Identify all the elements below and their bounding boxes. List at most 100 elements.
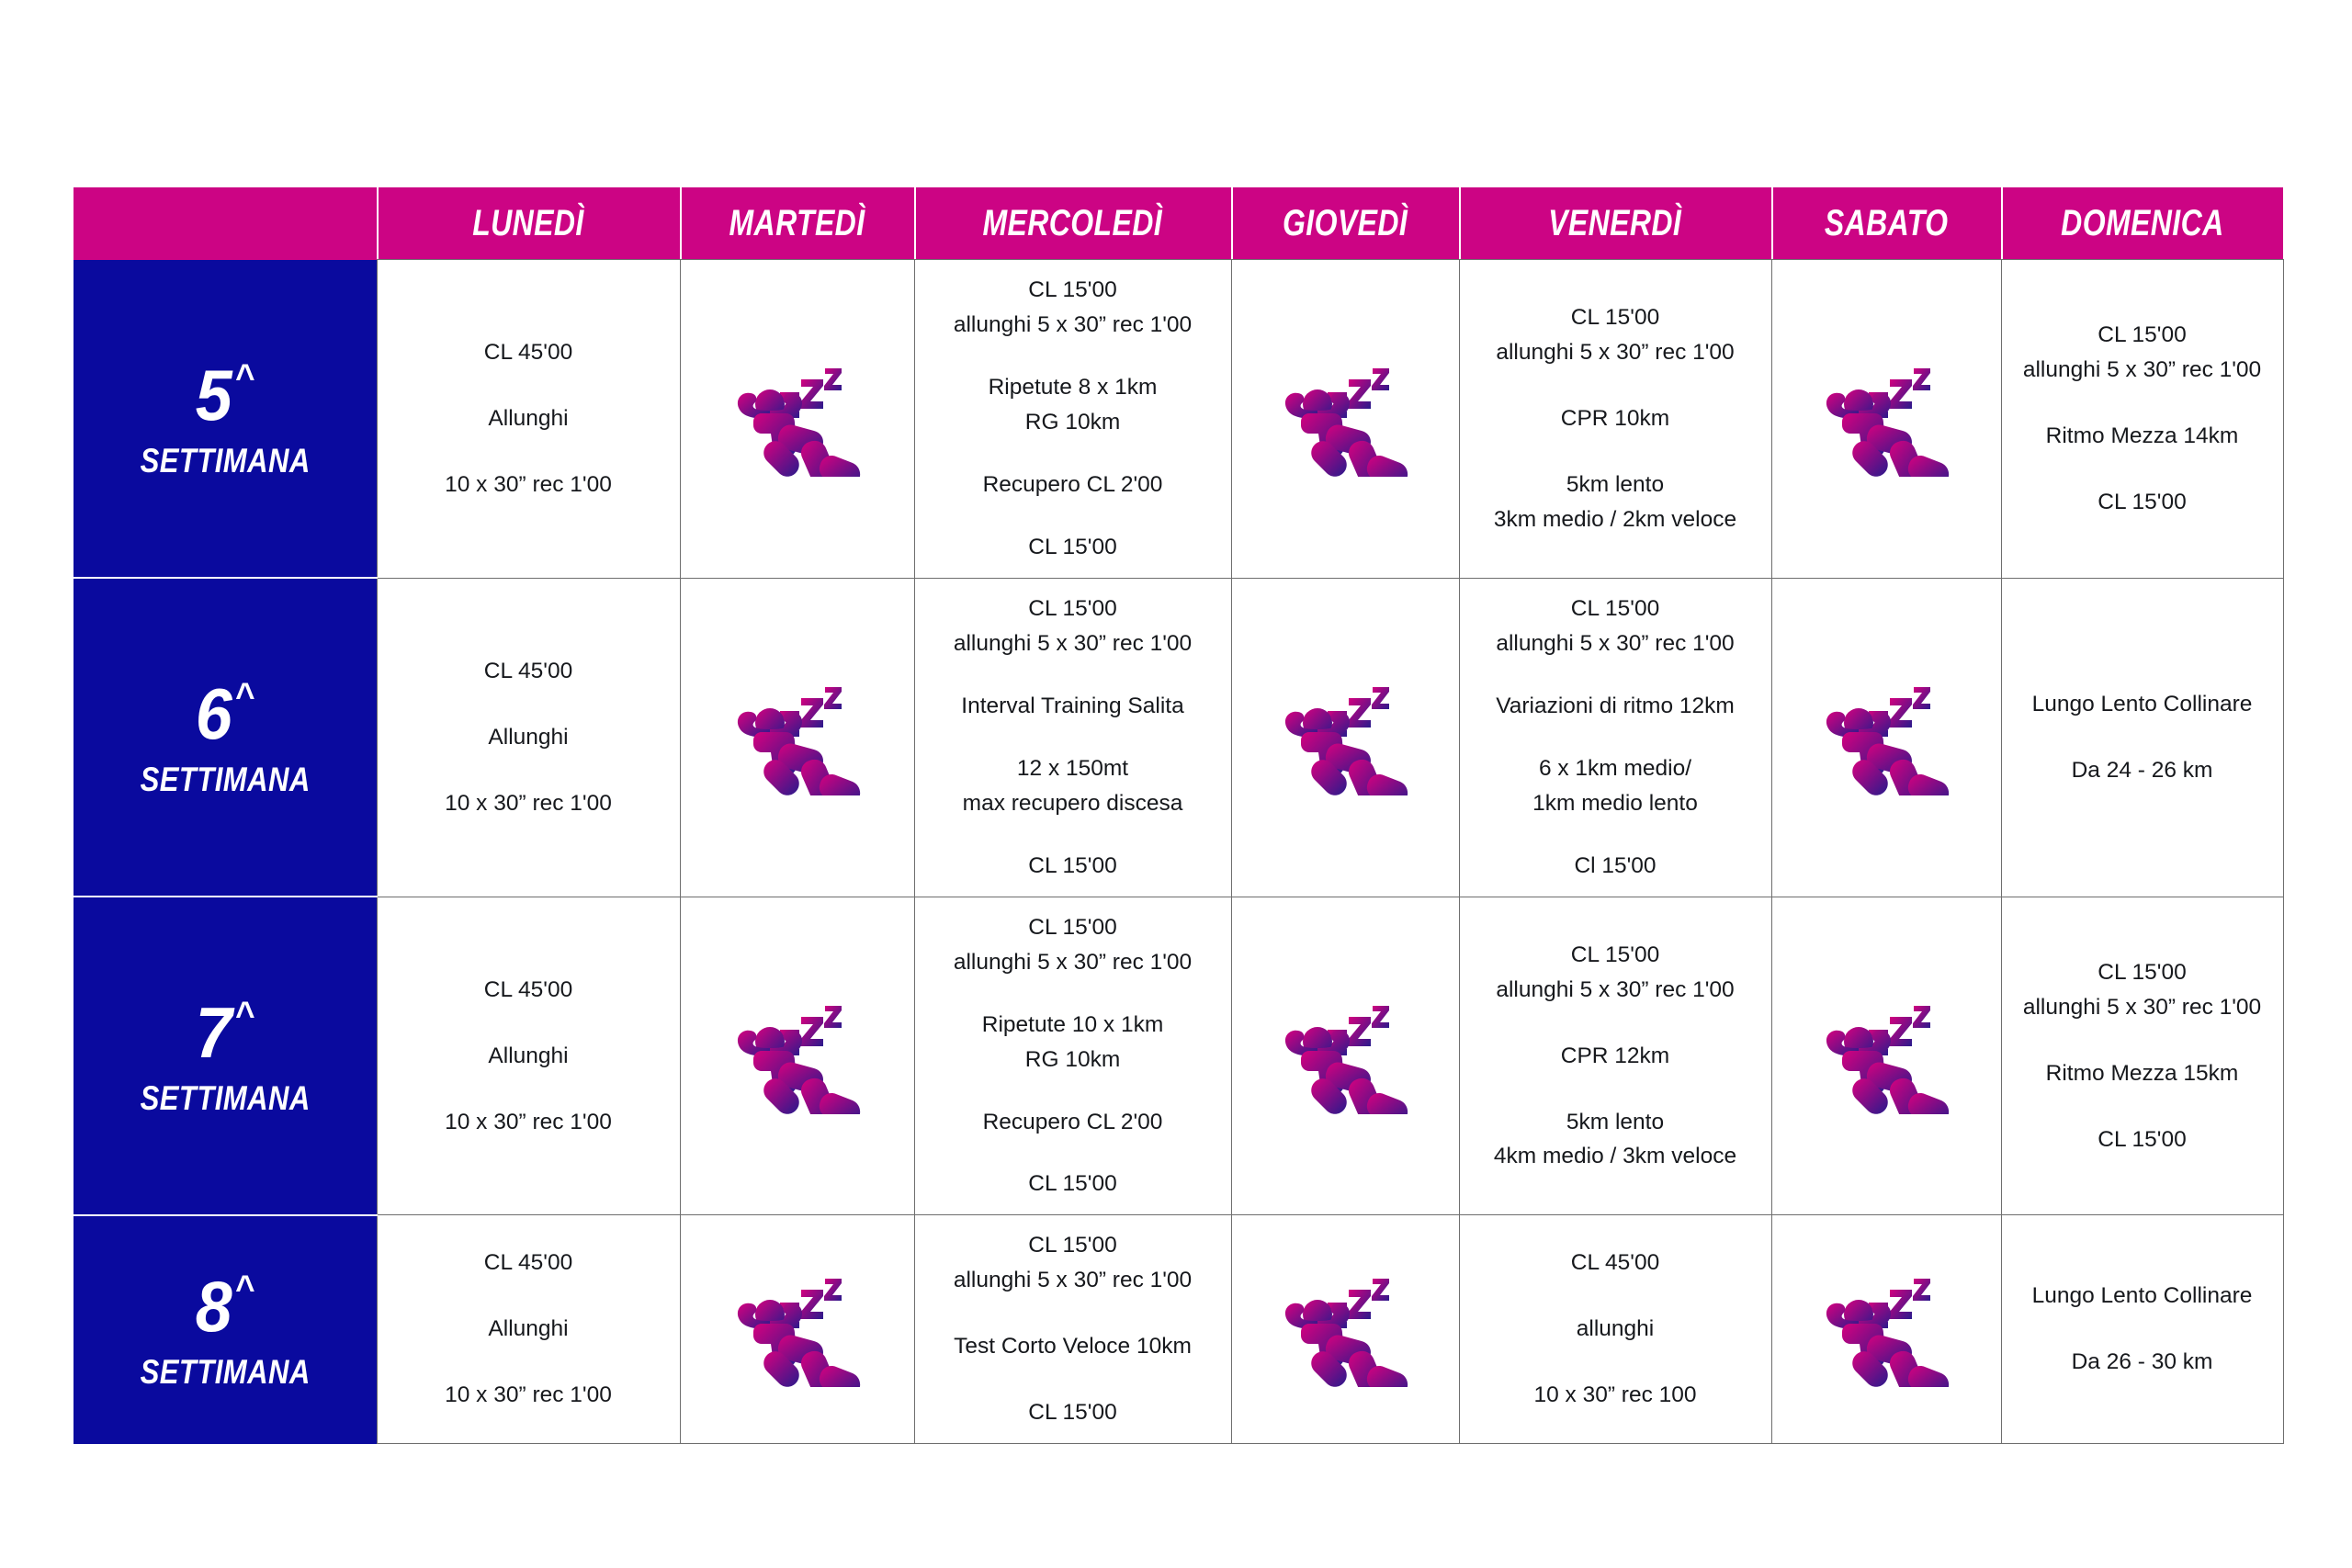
workout-venerdi-week-6-line: Variazioni di ritmo 12km xyxy=(1496,693,1735,718)
workout-lunedi-week-7: CL 45'00 Allunghi 10 x 30” rec 1'00 xyxy=(387,973,671,1140)
week-label-wrap: 6^ SETTIMANA xyxy=(74,678,377,796)
workout-lunedi-week-8-group-2: Allunghi xyxy=(387,1312,671,1347)
sleeping-person-zzz-icon xyxy=(1284,1005,1408,1114)
sleeping-person-zzz-icon xyxy=(1284,1279,1408,1388)
rest-day-cell-martedi-week-6 xyxy=(679,577,915,897)
workout-domenica-week-8-line: Da 26 - 30 km xyxy=(2071,1349,2213,1375)
workout-venerdi-week-5-line: 5km lento xyxy=(1566,471,1665,497)
workout-domenica-week-6-line: Da 24 - 26 km xyxy=(2071,757,2213,783)
workout-lunedi-week-6-group-1: CL 45'00 xyxy=(387,654,671,689)
workout-mercoledi-week-5-line: CL 15'00 xyxy=(1028,534,1117,559)
workout-mercoledi-week-7-group-4: CL 15'00 xyxy=(924,1167,1222,1201)
workout-mercoledi-week-7-line: RG 10km xyxy=(1024,1046,1121,1072)
workout-mercoledi-week-7-line: CL 15'00 xyxy=(1028,1171,1117,1197)
week-label-wrap: 7^ SETTIMANA xyxy=(74,997,377,1115)
header-mercoledi-label: MERCOLEDÌ xyxy=(982,202,1163,243)
week-caret: ^ xyxy=(234,676,256,717)
week-number: 5^ xyxy=(196,354,256,435)
workout-lunedi-week-5-line: 10 x 30” rec 1'00 xyxy=(445,471,612,497)
workout-lunedi-week-5-group-1: CL 45'00 xyxy=(387,335,671,370)
sleeping-person-zzz-icon xyxy=(737,1005,860,1114)
week-label-wrap: 5^ SETTIMANA xyxy=(74,359,377,478)
workout-domenica-week-8: Lungo Lento Collinare Da 26 - 30 km xyxy=(2011,1279,2274,1380)
workout-cell-mercoledi-week-8: CL 15'00 allunghi 5 x 30” rec 1'00 Test Co… xyxy=(913,1214,1232,1445)
workout-venerdi-week-5-group-2: CPR 10km xyxy=(1469,401,1762,436)
workout-lunedi-week-7-group-1: CL 45'00 xyxy=(387,973,671,1008)
workout-venerdi-week-6-line: 6 x 1km medio/ xyxy=(1538,755,1692,781)
workout-mercoledi-week-6-line: max recupero discesa xyxy=(962,790,1183,816)
week-number: 8^ xyxy=(196,1266,256,1348)
workout-cell-venerdi-week-7: CL 15'00 allunghi 5 x 30” rec 1'00 CPR 12k… xyxy=(1458,896,1772,1216)
workout-lunedi-week-7-group-2: Allunghi xyxy=(387,1039,671,1074)
header-lunedi: LUNEDÌ xyxy=(377,187,680,260)
workout-domenica-week-8-group-1: Lungo Lento Collinare xyxy=(2011,1279,2274,1314)
workout-domenica-week-7: CL 15'00 allunghi 5 x 30” rec 1'00 Ritmo M… xyxy=(2011,955,2274,1157)
workout-lunedi-week-8-line: 10 x 30” rec 1'00 xyxy=(445,1382,612,1408)
workout-mercoledi-week-7: CL 15'00 allunghi 5 x 30” rec 1'00 Ripetut… xyxy=(924,910,1222,1202)
workout-lunedi-week-5-group-3: 10 x 30” rec 1'00 xyxy=(387,468,671,502)
week-word: SETTIMANA xyxy=(140,761,311,799)
week-word: SETTIMANA xyxy=(140,1353,311,1392)
workout-venerdi-week-5-group-1: CL 15'00 allunghi 5 x 30” rec 1'00 xyxy=(1469,300,1762,370)
workout-domenica-week-7-group-3: CL 15'00 xyxy=(2011,1122,2274,1157)
workout-mercoledi-week-6-line: Interval Training Salita xyxy=(961,693,1184,718)
header-domenica-label: DOMENICA xyxy=(2060,202,2224,243)
workout-cell-lunedi-week-7: CL 45'00 Allunghi 10 x 30” rec 1'00 xyxy=(376,896,681,1216)
rest-day-cell-giovedi-week-7 xyxy=(1230,896,1460,1216)
workout-mercoledi-week-8-line: CL 15'00 xyxy=(1028,1233,1117,1258)
workout-mercoledi-week-8-group-2: Test Corto Veloce 10km xyxy=(924,1329,1222,1364)
table-row: 7^ SETTIMANA CL 45'00 Allunghi 10 x 30” re… xyxy=(74,896,2284,1216)
workout-venerdi-week-7-group-2: CPR 12km xyxy=(1469,1039,1762,1074)
workout-domenica-week-7-line: CL 15'00 xyxy=(2098,1126,2187,1152)
week-caret: ^ xyxy=(234,1269,256,1310)
workout-cell-venerdi-week-5: CL 15'00 allunghi 5 x 30” rec 1'00 CPR 10k… xyxy=(1458,259,1772,579)
workout-domenica-week-6-group-1: Lungo Lento Collinare xyxy=(2011,687,2274,722)
workout-lunedi-week-5-group-2: Allunghi xyxy=(387,401,671,436)
workout-venerdi-week-6-line: CL 15'00 xyxy=(1570,595,1660,621)
workout-mercoledi-week-5-group-1: CL 15'00 allunghi 5 x 30” rec 1'00 xyxy=(924,273,1222,343)
rest-day-cell-sabato-week-7 xyxy=(1770,896,2002,1216)
workout-mercoledi-week-6-line: CL 15'00 xyxy=(1028,595,1117,621)
sleeping-person-zzz-icon xyxy=(1826,686,1950,795)
workout-mercoledi-week-5-line: RG 10km xyxy=(1024,409,1121,434)
workout-lunedi-week-6-line: CL 45'00 xyxy=(483,658,573,683)
workout-mercoledi-week-7-group-3: Recupero CL 2'00 xyxy=(924,1105,1222,1140)
workout-mercoledi-week-8: CL 15'00 allunghi 5 x 30” rec 1'00 Test Co… xyxy=(924,1228,1222,1430)
workout-cell-lunedi-week-6: CL 45'00 Allunghi 10 x 30” rec 1'00 xyxy=(376,577,681,897)
workout-venerdi-week-8-group-2: allunghi xyxy=(1469,1312,1762,1347)
sleeping-person-zzz-icon xyxy=(1826,1279,1950,1388)
rest-day-cell-sabato-week-5 xyxy=(1770,259,2002,579)
workout-mercoledi-week-6-group-4: CL 15'00 xyxy=(924,849,1222,884)
workout-venerdi-week-8-line: allunghi xyxy=(1576,1316,1655,1342)
workout-domenica-week-6: Lungo Lento Collinare Da 24 - 26 km xyxy=(2011,687,2274,788)
workout-lunedi-week-7-group-3: 10 x 30” rec 1'00 xyxy=(387,1105,671,1140)
workout-domenica-week-5-group-2: Ritmo Mezza 14km xyxy=(2011,419,2274,454)
workout-lunedi-week-8-group-1: CL 45'00 xyxy=(387,1246,671,1280)
workout-mercoledi-week-5-line: Ripetute 8 x 1km xyxy=(988,374,1158,400)
workout-lunedi-week-8-group-3: 10 x 30” rec 1'00 xyxy=(387,1378,671,1413)
workout-venerdi-week-7-group-1: CL 15'00 allunghi 5 x 30” rec 1'00 xyxy=(1469,938,1762,1008)
workout-domenica-week-8-group-2: Da 26 - 30 km xyxy=(2011,1345,2274,1380)
workout-venerdi-week-5-line: 3km medio / 2km veloce xyxy=(1493,506,1737,532)
workout-mercoledi-week-5: CL 15'00 allunghi 5 x 30” rec 1'00 Ripetut… xyxy=(924,273,1222,565)
workout-domenica-week-5-line: allunghi 5 x 30” rec 1'00 xyxy=(2022,356,2262,382)
rest-day-cell-sabato-week-8 xyxy=(1770,1214,2002,1445)
workout-cell-domenica-week-8: Lungo Lento Collinare Da 26 - 30 km xyxy=(2000,1214,2284,1445)
sleeping-person-zzz-icon xyxy=(1826,367,1950,477)
workout-mercoledi-week-5-line: CL 15'00 xyxy=(1028,277,1117,302)
week-word: SETTIMANA xyxy=(140,1079,311,1118)
table-body: 5^ SETTIMANA CL 45'00 Allunghi 10 x 30” re… xyxy=(74,259,2284,1445)
week-label-cell-7: 7^ SETTIMANA xyxy=(74,897,377,1216)
workout-venerdi-week-7: CL 15'00 allunghi 5 x 30” rec 1'00 CPR 12k… xyxy=(1469,938,1762,1175)
table-row: 5^ SETTIMANA CL 45'00 Allunghi 10 x 30” re… xyxy=(74,259,2284,580)
workout-venerdi-week-6-group-3: 6 x 1km medio/1km medio lento xyxy=(1469,751,1762,821)
workout-mercoledi-week-5-line: Recupero CL 2'00 xyxy=(982,471,1163,497)
workout-venerdi-week-7-line: allunghi 5 x 30” rec 1'00 xyxy=(1496,976,1735,1002)
workout-domenica-week-5-group-1: CL 15'00 allunghi 5 x 30” rec 1'00 xyxy=(2011,318,2274,388)
workout-venerdi-week-6-group-1: CL 15'00 allunghi 5 x 30” rec 1'00 xyxy=(1469,592,1762,661)
workout-lunedi-week-6: CL 45'00 Allunghi 10 x 30” rec 1'00 xyxy=(387,654,671,821)
workout-cell-lunedi-week-8: CL 45'00 Allunghi 10 x 30” rec 1'00 xyxy=(376,1214,681,1445)
workout-mercoledi-week-6-group-2: Interval Training Salita xyxy=(924,689,1222,724)
workout-lunedi-week-7-line: CL 45'00 xyxy=(483,976,573,1002)
